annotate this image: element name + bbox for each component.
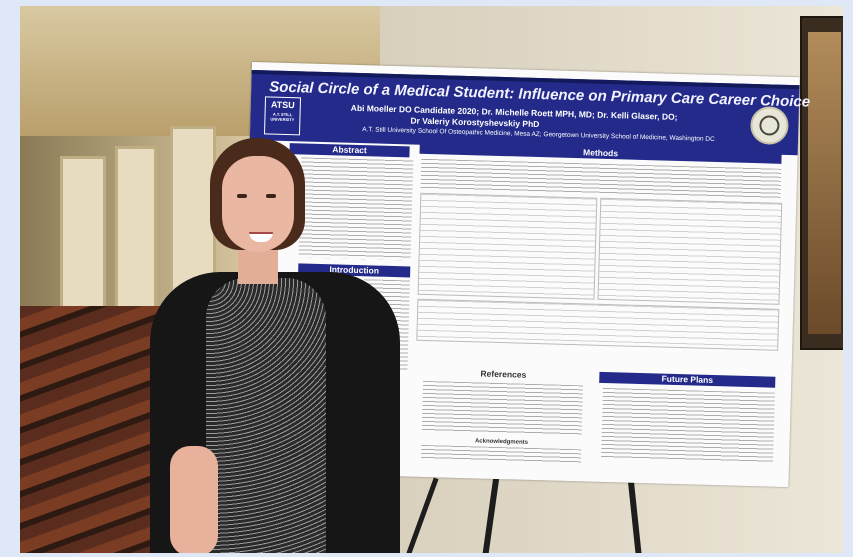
future-plans-heading: Future Plans [599, 371, 776, 388]
photo: ATSU A.T. STILL UNIVERSITY Social Circle… [20, 6, 843, 553]
person-hand [170, 446, 218, 553]
abstract-heading: Abstract [289, 143, 410, 158]
references-text [421, 380, 584, 436]
person-eye [266, 194, 276, 198]
future-plans-text [601, 387, 775, 463]
questionnaire-table [417, 192, 598, 300]
hallway-door [60, 156, 106, 312]
atsu-logo: ATSU A.T. STILL UNIVERSITY [263, 96, 302, 136]
references-heading: References [480, 368, 527, 380]
person-smile [249, 232, 273, 242]
wall-painting [800, 16, 843, 350]
abstract-text [298, 157, 414, 261]
person-eye [237, 194, 247, 198]
hallway-door [115, 146, 157, 312]
results-table [416, 298, 780, 351]
poster-banner: ATSU A.T. STILL UNIVERSITY Social Circle… [249, 69, 810, 156]
person-top [206, 278, 326, 553]
methods-text [420, 158, 782, 199]
questionnaire-table [597, 197, 783, 305]
georgetown-seal [749, 105, 789, 145]
